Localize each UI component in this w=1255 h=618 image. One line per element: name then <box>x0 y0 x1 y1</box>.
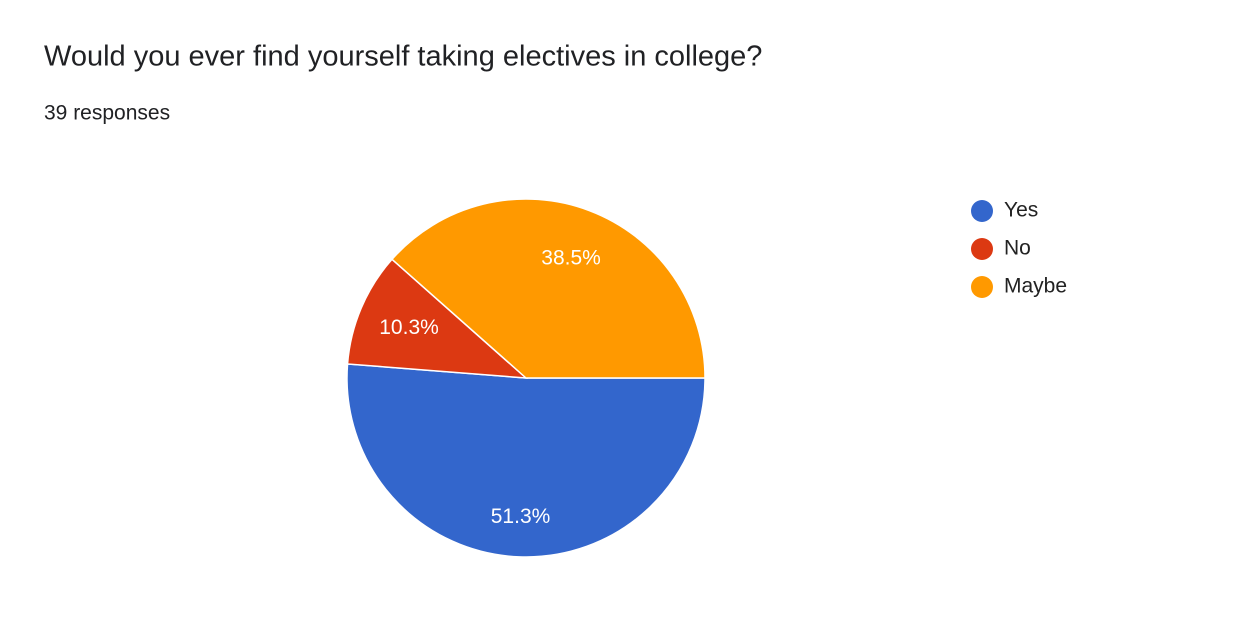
slice-label: 51.3% <box>491 505 551 528</box>
legend-swatch <box>971 276 993 298</box>
pie-slice <box>390 198 706 379</box>
slice-label: 38.5% <box>541 247 601 270</box>
chart-subtitle: 39 responses <box>44 102 170 125</box>
legend-label: Maybe <box>1004 275 1067 298</box>
slice-label: 10.3% <box>379 316 439 339</box>
legend-swatch <box>971 200 993 222</box>
legend-label: No <box>1004 237 1031 260</box>
pie-slice <box>346 258 529 379</box>
legend-label: Yes <box>1004 199 1038 222</box>
pie-slice <box>346 363 706 558</box>
legend-swatch <box>971 238 993 260</box>
chart-title: Would you ever find yourself taking elec… <box>44 41 762 73</box>
